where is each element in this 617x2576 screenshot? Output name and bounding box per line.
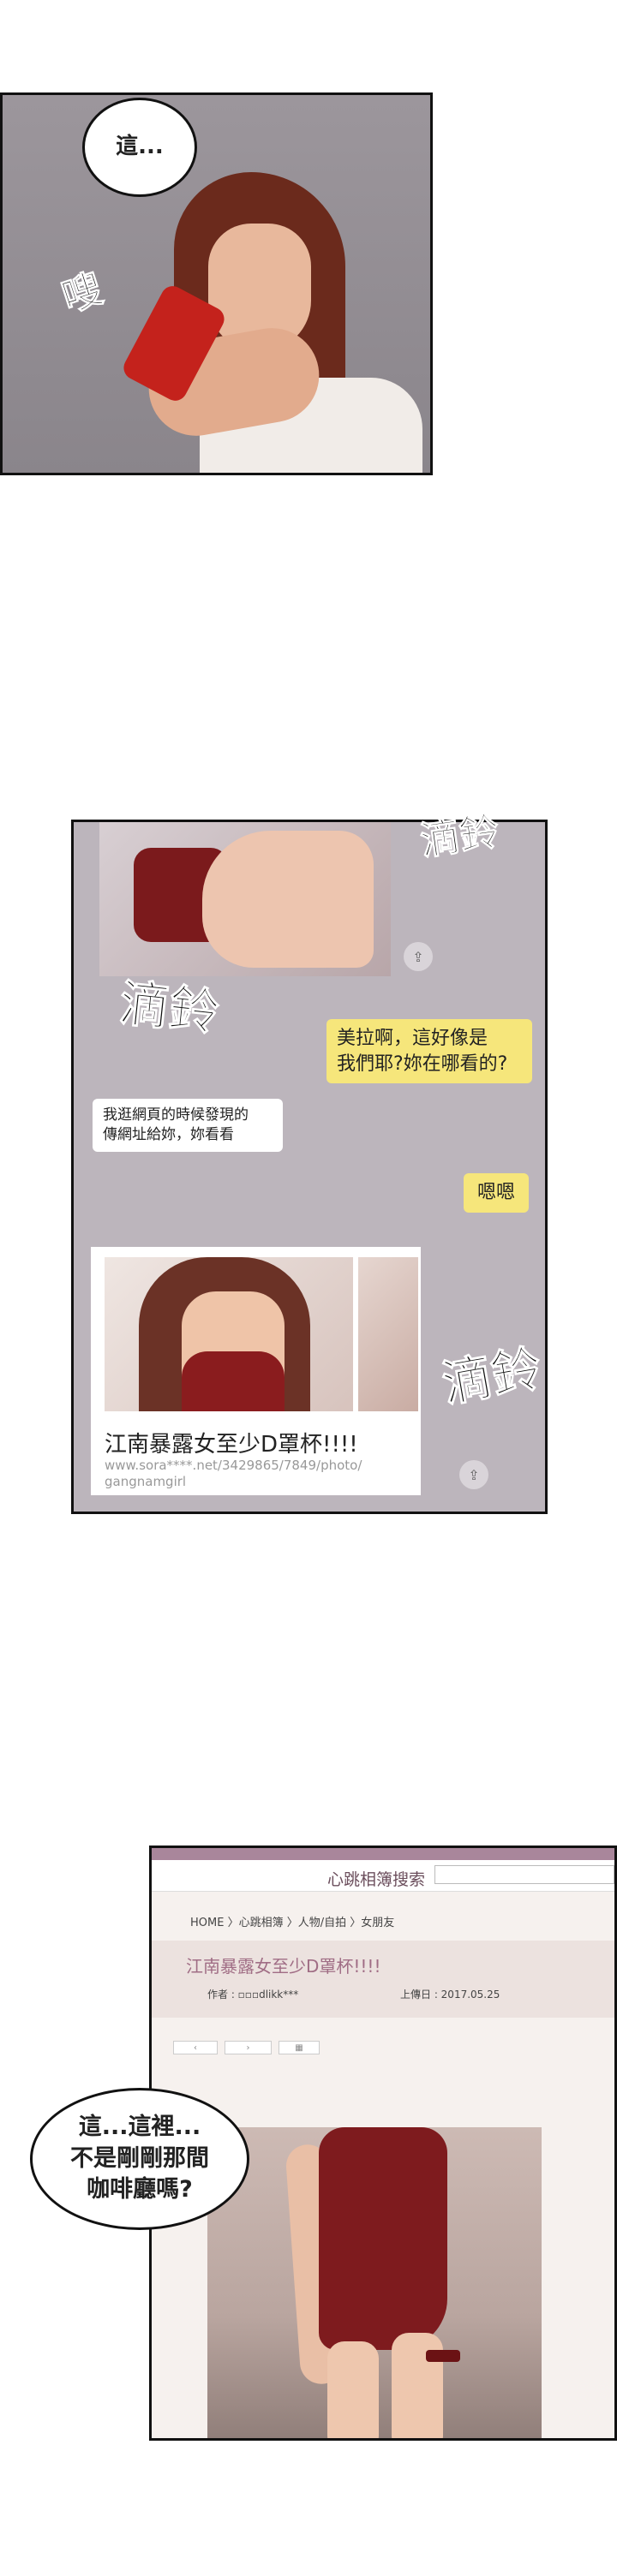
speech-line: 不是剛剛那間 [70,2144,209,2172]
next-button[interactable]: › [225,2041,272,2054]
speech-bubble: 這...這裡... 不是剛剛那間 咖啡廳嗎? [30,2088,249,2230]
link-thumbnail-secondary [358,1257,418,1411]
photo-garter [426,2350,460,2362]
prev-button[interactable]: ‹ [173,2041,218,2054]
photo-legs [202,831,374,968]
photo-leg [392,2333,443,2438]
photo-dress [319,2127,447,2350]
chat-screen: ⇪ 美拉啊，這好像是 我們耶?妳在哪看的? 我逛網頁的時候發現的 傳網址給妳，妳… [71,820,548,1514]
breadcrumb[interactable]: HOME 〉心跳相簿 〉人物/自拍 〉女朋友 [190,1917,395,1929]
speech-line: 這...這裡... [78,2114,201,2141]
post-header [152,1941,614,2018]
grid-button[interactable]: ▦ [279,2041,320,2054]
browser-screen: 心跳相簿搜索 HOME 〉心跳相簿 〉人物/自拍 〉女朋友 江南暴露女至少D罩杯… [149,1846,617,2441]
post-author: 作者 : ▫▫▫dlikk*** [207,1989,299,2001]
link-preview-card[interactable]: 江南暴露女至少D罩杯!!!! www.sora****.net/3429865/… [91,1247,421,1495]
share-icon[interactable]: ⇪ [404,942,433,971]
chat-message-theirs: 我逛網頁的時候發現的 傳網址給妳，妳看看 [93,1099,283,1152]
url-line: gangnamgirl [105,1473,187,1489]
share-icon[interactable]: ⇪ [459,1460,488,1489]
speech-text: 這... [116,134,164,160]
link-url: www.sora****.net/3429865/7849/photo/ gan… [105,1458,413,1490]
site-top-bar [152,1848,614,1860]
post-photo[interactable] [207,2127,542,2438]
search-input[interactable] [434,1865,614,1884]
thumb-top [182,1351,285,1411]
chat-message-mine: 嗯嗯 [464,1173,529,1213]
url-line: www.sora****.net/3429865/7849/photo/ [105,1458,362,1473]
photo-leg [327,2341,379,2438]
panel-phone-reading [0,92,433,475]
message-line: 傳網址給妳，妳看看 [103,1125,234,1143]
link-thumbnail [105,1257,353,1411]
message-line: 嗯嗯 [476,1182,515,1203]
speech-line: 咖啡廳嗎? [87,2176,193,2203]
chat-message-mine: 美拉啊，這好像是 我們耶?妳在哪看的? [326,1019,532,1084]
link-title: 江南暴露女至少D罩杯!!!! [105,1432,358,1458]
site-title[interactable]: 心跳相簿搜索 [327,1870,426,1889]
message-line: 我逛網頁的時候發現的 [103,1106,249,1124]
message-line: 我們耶?妳在哪看的? [337,1052,508,1075]
message-line: 美拉啊，這好像是 [337,1028,488,1049]
speech-bubble: 這... [82,98,197,197]
post-title: 江南暴露女至少D罩杯!!!! [186,1956,381,1977]
post-date: 上傳日 : 2017.05.25 [400,1989,500,2001]
sound-effect: 滴鈴 [117,974,222,1043]
chat-photo-message[interactable] [99,822,391,976]
sound-effect: 滴鈴 [417,807,503,865]
